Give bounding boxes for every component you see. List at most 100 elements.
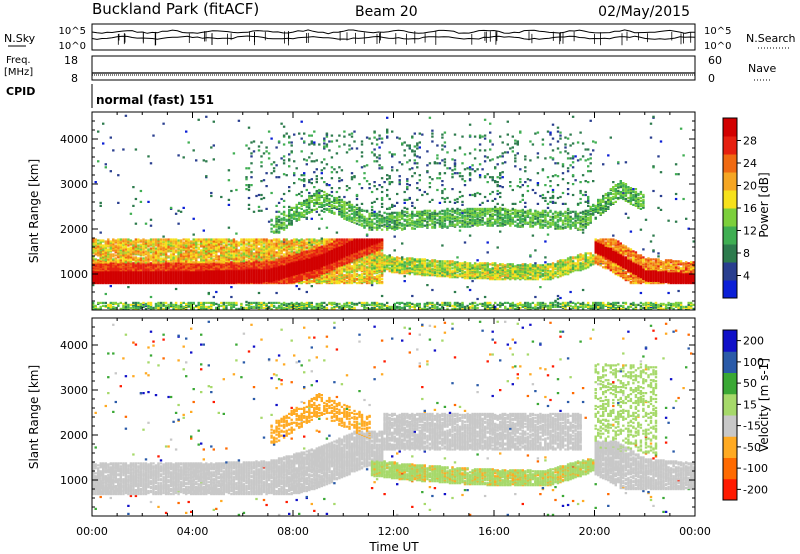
- power-cell: [192, 253, 195, 256]
- power-cell: [313, 192, 316, 196]
- power-cell: [298, 218, 301, 221]
- power-cell: [257, 258, 261, 261]
- power-cell: [104, 245, 107, 248]
- power-cell: [152, 238, 155, 241]
- power-cell: [280, 306, 283, 309]
- power-cell: [179, 247, 183, 250]
- power-cell: [212, 258, 215, 261]
- power-cell: [232, 238, 236, 241]
- power-cell: [300, 207, 303, 210]
- power-cell: [330, 140, 334, 143]
- power-cell: [262, 179, 266, 182]
- power-cell: [290, 216, 293, 219]
- power-cell: [164, 260, 168, 263]
- power-cell: [282, 301, 286, 304]
- power-cell: [250, 250, 253, 253]
- noise-search-line: [91, 35, 696, 40]
- power-cell: [293, 217, 296, 220]
- power-cell: [210, 194, 213, 198]
- power-cell: [260, 155, 263, 158]
- power-cell: [215, 254, 218, 257]
- power-cell: [282, 226, 286, 229]
- power-cell: [335, 139, 339, 142]
- power-cell: [293, 238, 296, 241]
- power-cell: [260, 197, 263, 201]
- power-cell: [240, 252, 243, 255]
- power-cell: [310, 178, 313, 181]
- power-cell: [97, 242, 100, 245]
- power-cell: [255, 255, 258, 258]
- power-cell: [207, 243, 210, 246]
- power-cell: [127, 238, 130, 241]
- power-cell: [328, 199, 331, 202]
- power-cell: [217, 261, 220, 264]
- power-cell: [157, 250, 160, 253]
- power-cell: [164, 262, 168, 265]
- power-cell: [265, 249, 268, 252]
- power-cell: [174, 249, 178, 252]
- noise-search-label: N.Search: [746, 32, 796, 45]
- power-cell: [205, 238, 208, 241]
- power-cell: [237, 260, 241, 263]
- power-cell: [174, 240, 178, 243]
- power-cell: [207, 259, 210, 262]
- power-cell: [293, 182, 296, 185]
- power-cell: [293, 174, 296, 177]
- power-cell: [338, 267, 341, 270]
- power-cell: [94, 181, 97, 184]
- power-cell: [262, 301, 266, 304]
- power-cell: [129, 306, 133, 309]
- power-cell: [323, 203, 326, 206]
- power-cell: [293, 248, 296, 251]
- power-cell: [265, 150, 268, 153]
- power-cell: [303, 239, 306, 242]
- power-cell: [320, 177, 323, 180]
- power-cell: [167, 243, 170, 246]
- power-cell: [235, 258, 238, 261]
- power-cell: [280, 246, 283, 249]
- power-cell: [109, 170, 112, 173]
- power-cell: [290, 213, 293, 216]
- power-cell: [167, 245, 170, 248]
- power-cell: [230, 286, 233, 289]
- power-cell: [112, 244, 115, 247]
- power-cell: [99, 231, 102, 234]
- power-cell: [237, 256, 241, 259]
- power-cell: [207, 301, 210, 304]
- power-cell: [262, 245, 266, 248]
- power-cell: [305, 241, 308, 244]
- power-cell: [308, 156, 311, 159]
- power-cell: [129, 212, 133, 215]
- power-cell: [330, 238, 334, 241]
- power-cell: [187, 141, 190, 144]
- power-cell: [104, 292, 107, 296]
- power-cell: [277, 246, 281, 249]
- power-cell: [250, 248, 253, 251]
- power-cell: [235, 188, 238, 192]
- power-cell: [119, 240, 122, 243]
- power-cell: [215, 248, 218, 251]
- power-cell: [298, 132, 301, 135]
- power-cell: [177, 154, 180, 157]
- power-cell: [252, 252, 256, 255]
- power-cell: [169, 253, 173, 256]
- power-cell: [222, 238, 225, 241]
- power-cell: [220, 258, 223, 261]
- power-cell: [323, 193, 326, 197]
- power-cell: [267, 244, 271, 247]
- power-cell: [288, 165, 291, 168]
- power-cell: [323, 305, 326, 308]
- power-cell: [177, 304, 180, 307]
- power-cell: [272, 242, 276, 245]
- power-cell: [139, 305, 143, 308]
- power-cell: [117, 248, 120, 251]
- power-cell: [149, 301, 153, 304]
- power-cell: [157, 244, 160, 247]
- power-cell: [335, 201, 339, 204]
- power-cell: [293, 251, 296, 254]
- power-cell: [328, 140, 331, 143]
- power-cell: [310, 199, 313, 202]
- power-cell: [129, 259, 133, 262]
- power-cell: [318, 201, 321, 204]
- power-cell: [92, 284, 95, 287]
